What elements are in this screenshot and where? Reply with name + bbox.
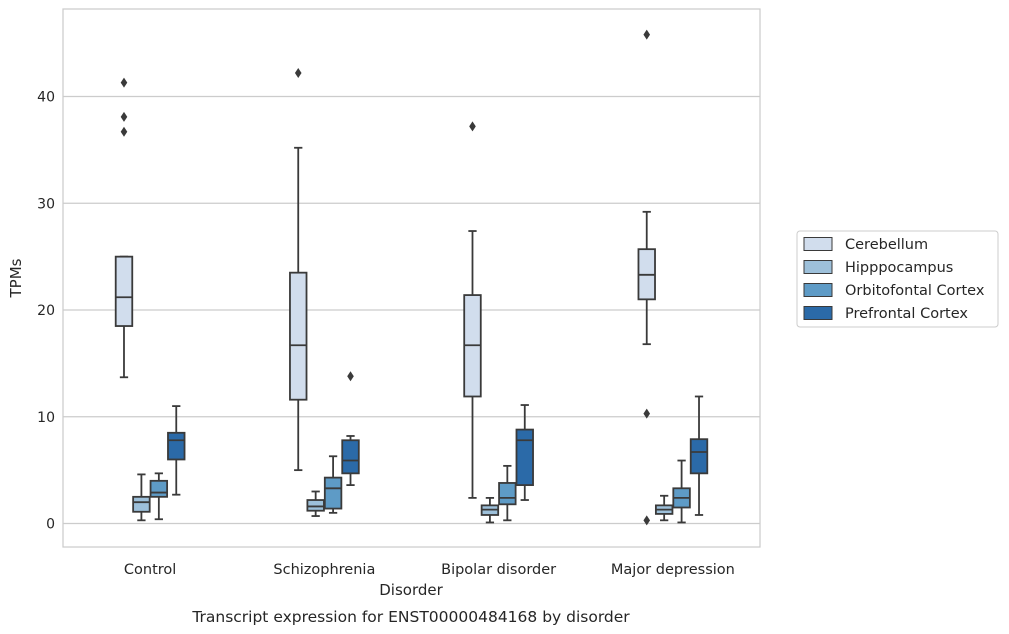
outlier-point <box>120 126 128 137</box>
plot-frame <box>62 8 761 548</box>
outlier-point <box>643 515 651 526</box>
box <box>306 490 325 517</box>
box-iqr <box>306 499 325 512</box>
y-tick-label: 20 <box>37 303 55 319</box>
x-axis-tick-labels: Control Schizophrenia Bipolar disorder Majo… <box>124 562 735 578</box>
y-axis-label: TPMs <box>7 258 25 298</box>
box-iqr <box>341 439 360 475</box>
box <box>132 473 151 522</box>
legend-label: Hipppocampus <box>845 260 953 276</box>
box-iqr <box>498 482 517 506</box>
legend: Cerebellum Hipppocampus Orbitofontal Corte… <box>796 230 999 328</box>
outlier-point <box>643 29 651 40</box>
gridlines <box>63 95 760 525</box>
box <box>289 68 308 472</box>
box <box>654 494 674 522</box>
legend-label: Prefrontal Cortex <box>845 306 968 322</box>
box-iqr <box>323 476 343 510</box>
box <box>463 121 482 499</box>
outlier-point <box>120 77 128 88</box>
box-iqr <box>167 431 186 461</box>
legend-label: Orbitofontal Cortex <box>845 283 985 299</box>
box <box>498 464 517 522</box>
box <box>637 29 656 526</box>
y-tick-label: 40 <box>37 90 55 106</box>
chart-caption: Transcript expression for ENST0000048416… <box>191 608 630 626</box>
box <box>323 455 343 514</box>
x-tick-label: Bipolar disorder <box>441 562 556 578</box>
outlier-point <box>347 371 354 382</box>
legend-swatch <box>803 283 833 297</box>
box <box>480 496 500 524</box>
x-tick-label: Schizophrenia <box>273 562 375 578</box>
y-tick-label: 30 <box>37 196 55 212</box>
box <box>114 77 134 379</box>
outlier-point <box>469 121 476 132</box>
x-tick-label: Major depression <box>611 562 735 578</box>
box <box>689 395 709 516</box>
y-axis-tick-labels: 0 10 20 30 40 <box>37 90 55 533</box>
box-iqr <box>515 428 534 486</box>
box-iqr <box>289 271 308 401</box>
x-tick-label: Control <box>124 562 176 578</box>
outlier-point <box>643 408 651 419</box>
legend-label: Cerebellum <box>845 237 928 253</box>
box-iqr <box>689 438 709 475</box>
box <box>149 472 169 521</box>
legend-swatch <box>803 260 833 274</box>
box-iqr <box>149 479 169 498</box>
legend-swatch <box>803 306 833 320</box>
y-tick-label: 10 <box>37 410 55 426</box>
box <box>515 404 534 501</box>
box <box>167 405 186 496</box>
box-iqr <box>114 255 134 327</box>
box <box>672 459 691 524</box>
outlier-point <box>120 111 128 122</box>
legend-swatch <box>803 237 833 251</box>
outlier-point <box>294 68 302 79</box>
y-tick-label: 0 <box>46 517 55 533</box>
x-axis-label: Disorder <box>379 581 443 599</box>
plot-area <box>114 29 709 526</box>
legend-frame <box>796 230 999 328</box>
box <box>341 371 360 486</box>
box-iqr <box>132 495 151 513</box>
